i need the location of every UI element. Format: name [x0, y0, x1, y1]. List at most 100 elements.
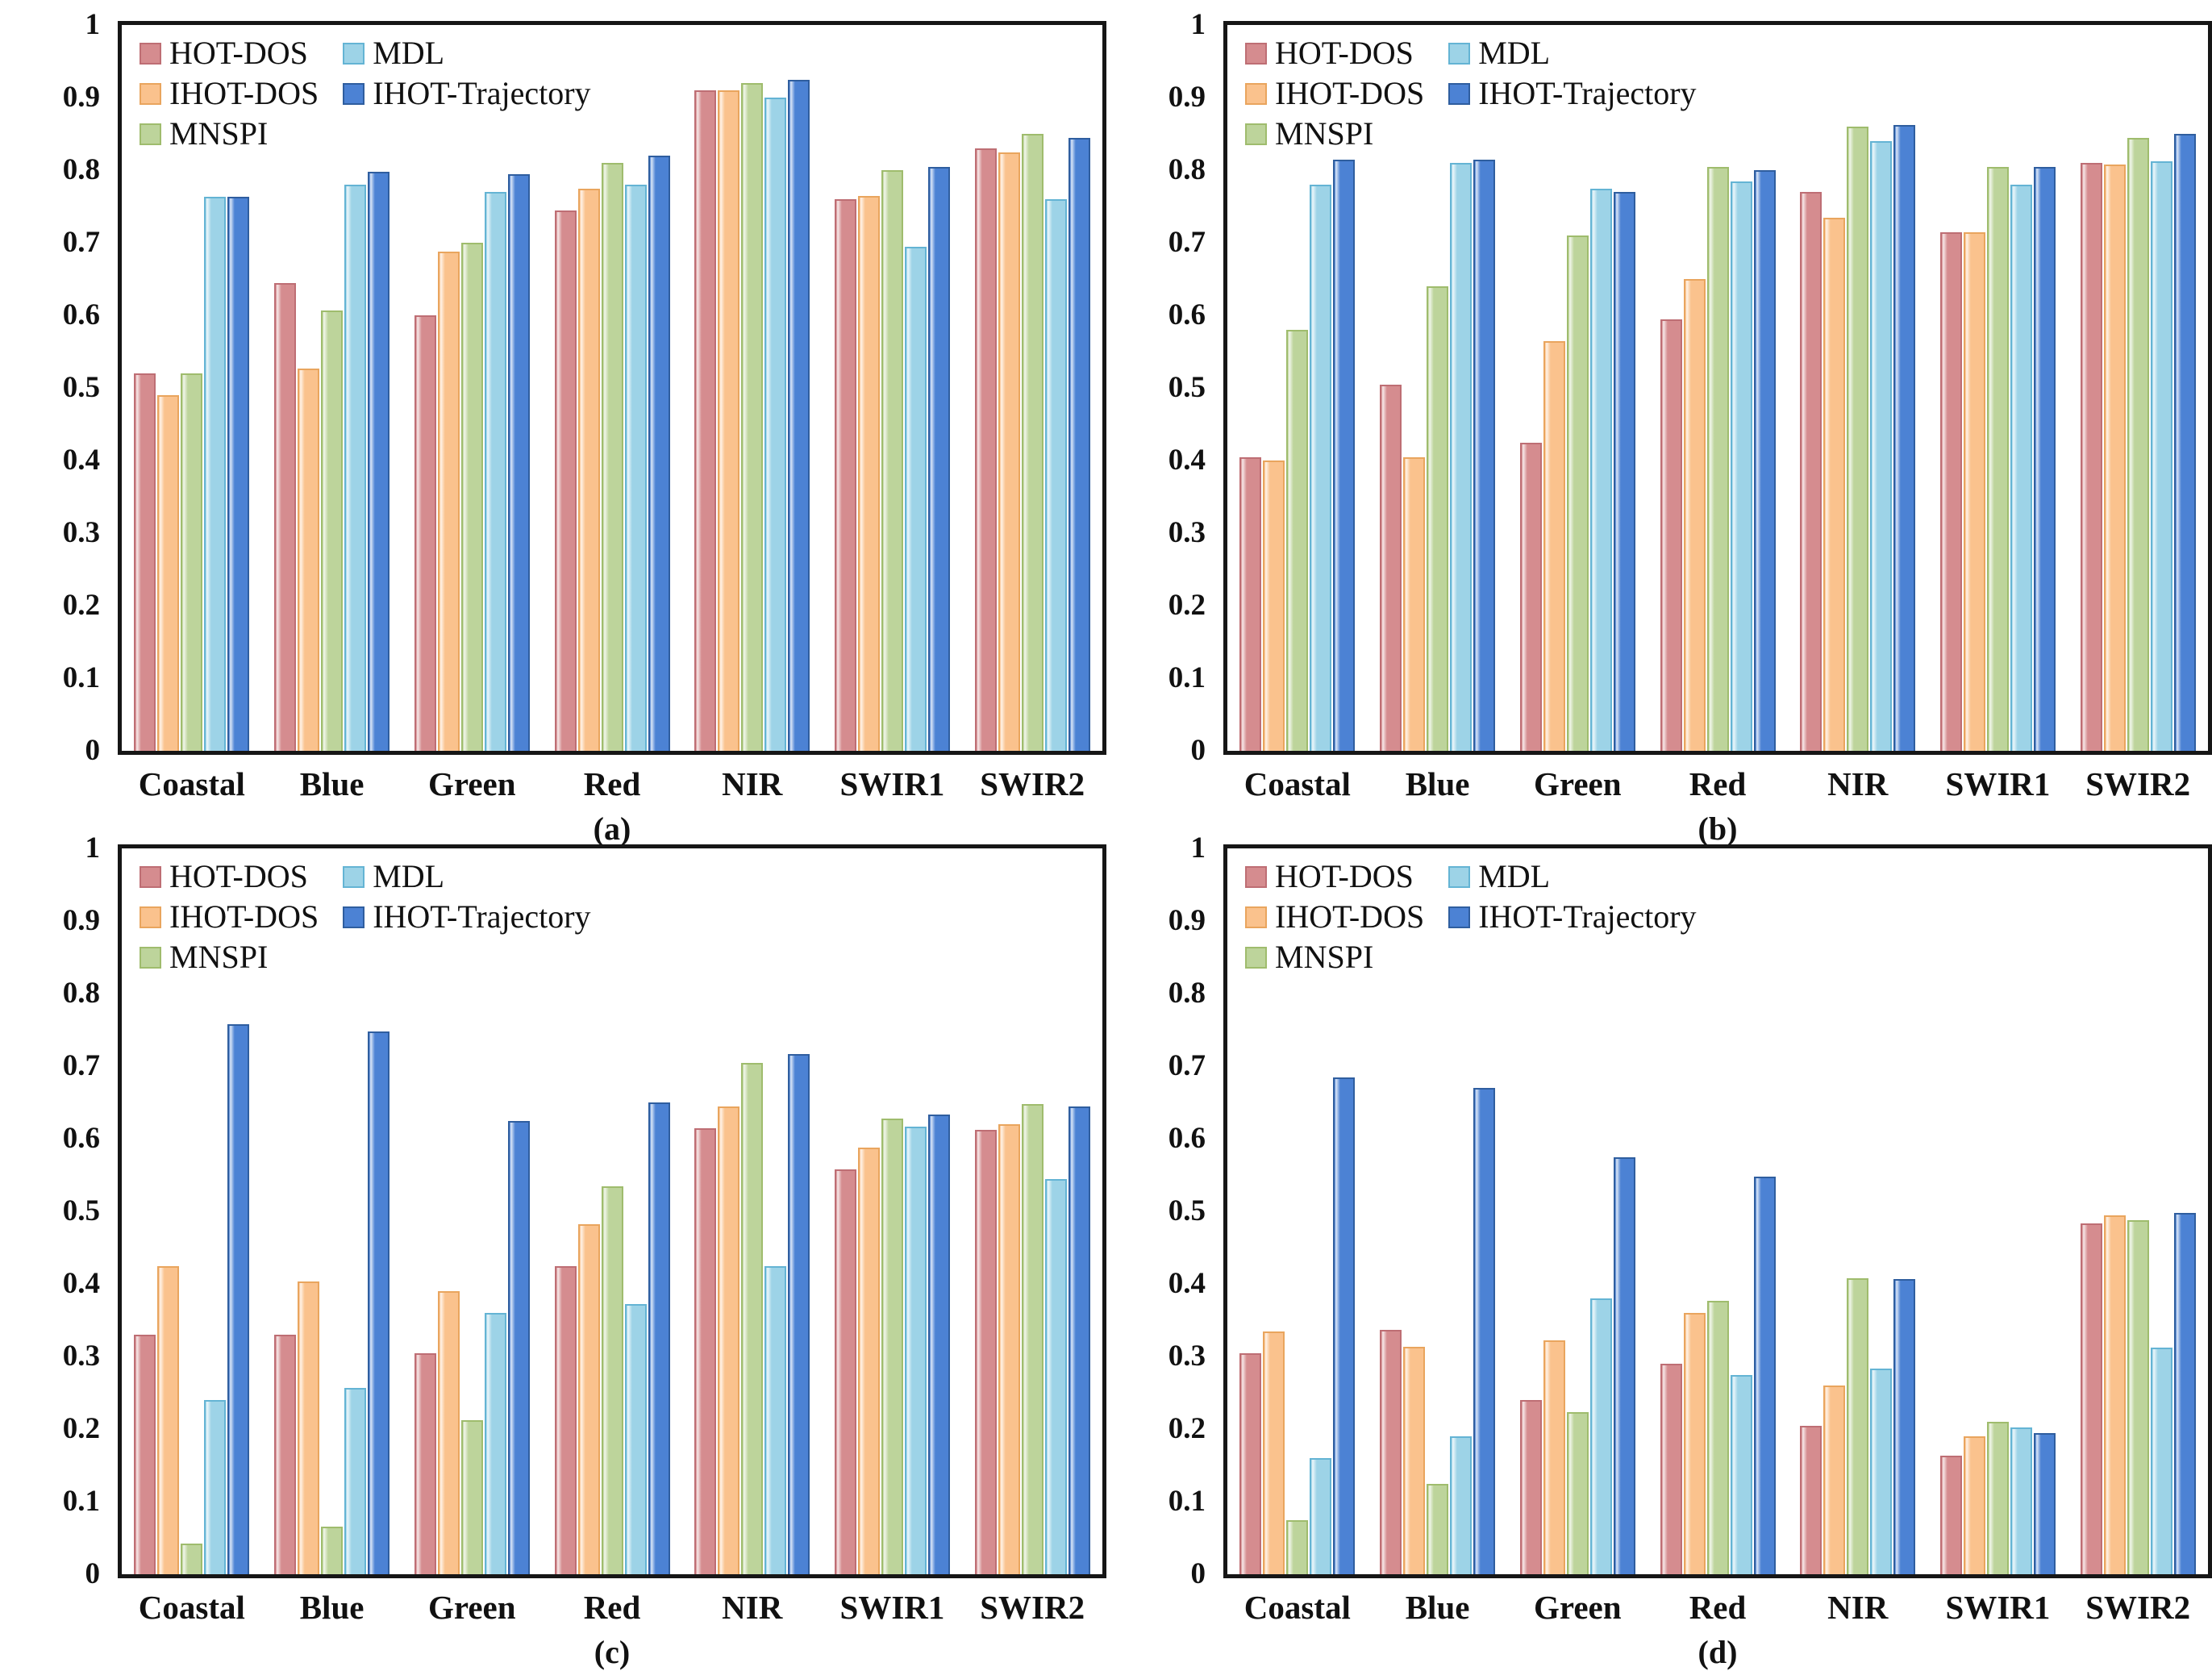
bar-group-red [542, 848, 682, 1574]
bar-ihot-dos [1963, 1436, 1985, 1574]
bar-ihot-trajectory [1613, 192, 1635, 751]
category-label-nir: NIR [722, 1589, 783, 1626]
y-axis-tick-label: 0.4 [1168, 1267, 1206, 1300]
bar-ihot-dos [718, 1106, 740, 1574]
y-axis-tick-label: 0.9 [1168, 81, 1206, 114]
legend-swatch-ihot-trajectory-icon [1448, 906, 1471, 928]
bar-hot-dos [1939, 1456, 1962, 1574]
bar-group-swir1 [1928, 848, 2068, 1574]
bar-mdl [1730, 181, 1752, 751]
legend-swatch-ihot-trajectory-icon [1448, 82, 1471, 105]
category-label-coastal: Coastal [138, 1589, 245, 1626]
category-label-red: Red [583, 765, 641, 802]
bar-mnspi [1427, 1483, 1449, 1574]
y-axis-tick-label: 1 [1190, 831, 1206, 865]
bar-mdl [2150, 161, 2172, 751]
y-axis-tick-label: 0 [1190, 734, 1206, 767]
bar-ihot-trajectory [1473, 1088, 1496, 1574]
y-axis-tick-label: 0.6 [1168, 298, 1206, 331]
bar-ihot-trajectory [1753, 1176, 1776, 1574]
bar-hot-dos [834, 1169, 856, 1574]
bar-ihot-dos [1543, 1340, 1565, 1574]
category-label-coastal: Coastal [138, 765, 245, 802]
bar-hot-dos [834, 199, 856, 751]
legend-item-mdl: MDL [343, 35, 590, 72]
bar-hot-dos [134, 1335, 156, 1574]
y-axis-tick-label: 0.1 [1168, 661, 1206, 694]
chart-panel-c: 1 0.9 0.8 0.7 0.6 0.5 0.4 0.3 0.2 0.1 0 HOT-DOS MDL I… [32, 831, 1106, 1670]
legend-swatch-ihot-dos-icon [140, 82, 161, 105]
bar-ihot-dos [1823, 217, 1846, 751]
bar-ihot-trajectory [788, 1053, 810, 1574]
category-label-swir2: SWIR2 [2085, 765, 2191, 802]
category-label-green: Green [1534, 765, 1622, 802]
bar-hot-dos [274, 282, 297, 751]
bar-mnspi [1021, 134, 1044, 751]
legend-label: MNSPI [169, 115, 269, 152]
bar-ihot-trajectory [2033, 166, 2056, 751]
bar-group-blue [262, 25, 402, 751]
legend-swatch-mdl-icon [1448, 865, 1471, 888]
bar-hot-dos [974, 148, 997, 751]
bar-hot-dos [1660, 319, 1682, 751]
y-axis-tick-label: 0.2 [62, 1412, 100, 1445]
category-label-swir1: SWIR1 [1945, 765, 2051, 802]
bar-mnspi [321, 1526, 344, 1574]
legend-item-mnspi: MNSPI [140, 115, 319, 152]
plot-area: HOT-DOS MDL IHOT-DOS IHOT-Trajectory MNSPI [1223, 21, 2212, 755]
bar-group-blue [1368, 25, 1508, 751]
legend-label: IHOT-Trajectory [373, 898, 591, 935]
bar-group-red [542, 25, 682, 751]
legend-item-mnspi: MNSPI [140, 939, 319, 976]
bar-mdl [484, 1313, 506, 1574]
legend-label: MNSPI [1275, 939, 1374, 975]
bar-mnspi [1286, 330, 1309, 751]
bar-mnspi [741, 83, 764, 751]
legend-item-mdl: MDL [1448, 35, 1696, 72]
y-axis-tick-label: 0.4 [62, 1267, 100, 1300]
bar-ihot-trajectory [227, 197, 250, 751]
bar-mnspi [1847, 127, 1869, 751]
y-axis-tick-label: 1 [85, 831, 101, 865]
bar-hot-dos [554, 1265, 577, 1574]
bar-ihot-trajectory [1068, 1106, 1090, 1574]
bar-hot-dos [2080, 163, 2102, 751]
bar-ihot-dos [437, 251, 460, 751]
y-axis-tick-label: 0.1 [62, 1485, 100, 1518]
category-label-nir: NIR [1827, 765, 1889, 802]
bar-mnspi [1566, 1412, 1589, 1574]
bar-mnspi [881, 170, 903, 751]
legend-label: MDL [1478, 35, 1551, 71]
bar-mnspi [460, 1420, 483, 1574]
category-label-green: Green [1534, 1589, 1622, 1626]
category-label-nir: NIR [1827, 1589, 1889, 1626]
y-axis-tick-label: 0.8 [1168, 153, 1206, 186]
y-axis-tick-label: 0.7 [62, 226, 100, 259]
bar-mnspi [1566, 235, 1589, 751]
bar-mnspi [1847, 1277, 1869, 1574]
x-axis-labels: Coastal Blue Green Red NIR SWIR1 SWIR2 [1227, 765, 2208, 803]
bar-ihot-trajectory [1753, 170, 1776, 751]
bar-group-nir [682, 25, 823, 751]
legend-swatch-hot-dos-icon [140, 865, 161, 888]
bar-group-swir1 [823, 848, 963, 1574]
bar-mdl [1589, 188, 1612, 751]
bar-ihot-dos [577, 188, 600, 751]
bar-hot-dos [134, 373, 156, 751]
y-axis-tick-label: 0.6 [62, 1122, 100, 1155]
bar-group-coastal [1227, 25, 1368, 751]
y-axis-tick-label: 0.5 [62, 371, 100, 404]
y-axis-tick-label: 0.7 [62, 1049, 100, 1082]
bar-mnspi [741, 1062, 764, 1574]
bar-hot-dos [1519, 442, 1542, 751]
chart-panel-a: 1 0.9 0.8 0.7 0.6 0.5 0.4 0.3 0.2 0.1 0 HOT-DOS MDL I… [32, 8, 1106, 847]
bar-hot-dos [414, 315, 436, 751]
legend-label: IHOT-DOS [1275, 898, 1425, 935]
bar-ihot-trajectory [1333, 1077, 1356, 1574]
bar-groups [1227, 848, 2208, 1574]
bar-hot-dos [1380, 1329, 1402, 1574]
bar-hot-dos [1800, 1425, 1823, 1574]
bar-groups [122, 25, 1102, 751]
legend-label: MNSPI [1275, 115, 1374, 152]
y-axis-tick-label: 0.6 [1168, 1122, 1206, 1155]
